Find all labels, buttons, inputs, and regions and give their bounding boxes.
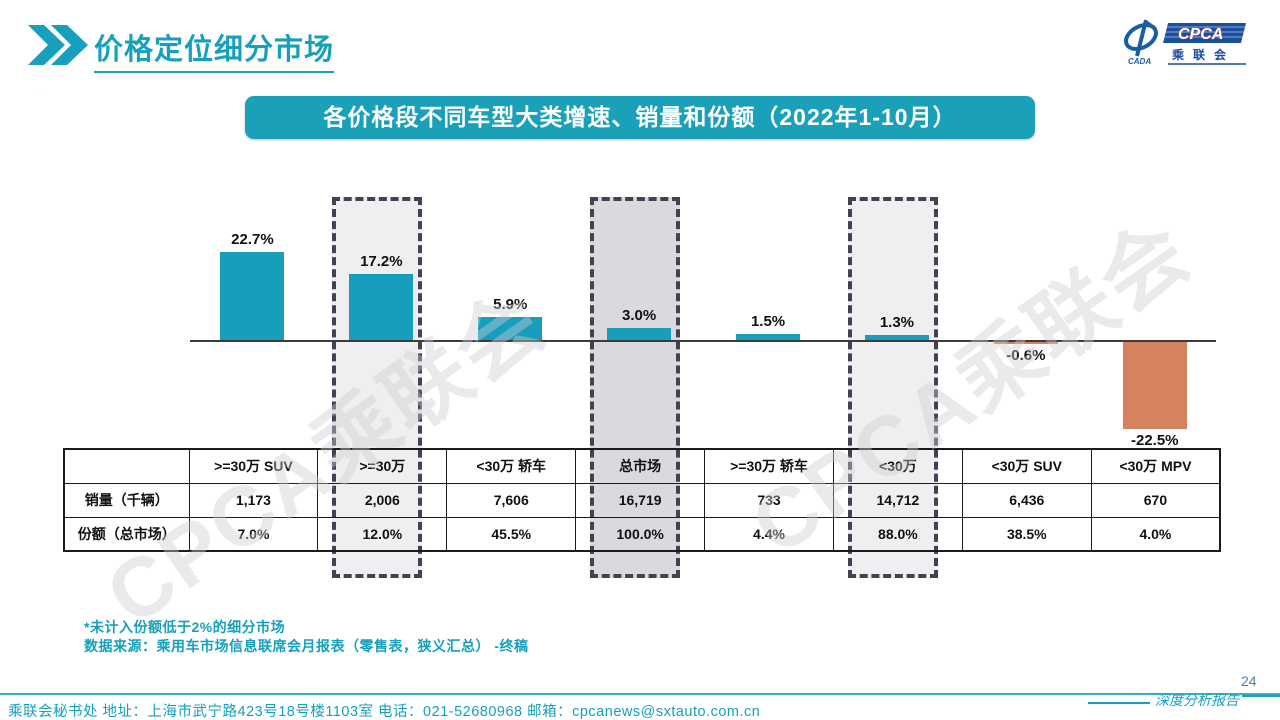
share-cell-6: 38.5% bbox=[961, 516, 1092, 552]
col-header-3: 总市场 bbox=[575, 448, 706, 484]
bar-value-label: 17.2% bbox=[360, 253, 403, 270]
source-note: 数据来源：乘用车市场信息联席会月报表（零售表，狭义汇总） -终稿 bbox=[84, 638, 529, 654]
bar->=30万 bbox=[349, 274, 414, 340]
sales-cell-5: 14,712 bbox=[832, 482, 963, 518]
share-cell-4: 4.4% bbox=[704, 516, 834, 552]
col-header-7: <30万 MPV bbox=[1090, 448, 1221, 484]
row-header-share: 份额（总市场） bbox=[63, 516, 190, 552]
svg-text:CADA: CADA bbox=[1128, 57, 1151, 66]
share-cell-3: 100.0% bbox=[575, 516, 706, 552]
sales-cell-3: 16,719 bbox=[575, 482, 706, 518]
share-cell-5: 88.0% bbox=[832, 516, 963, 552]
row-header-sales: 销量（千辆） bbox=[63, 482, 190, 518]
footer-contact: 乘联会秘书处 地址：上海市武宁路423号18号楼1103室 电话：021-526… bbox=[8, 704, 761, 720]
cpca-logo: CADA CPCA 乘联会 bbox=[1122, 18, 1248, 73]
bar-value-label: 5.9% bbox=[493, 296, 528, 313]
share-cell-1: 12.0% bbox=[317, 516, 448, 552]
bar-<30万 SUV bbox=[993, 342, 1058, 344]
sales-cell-4: 733 bbox=[704, 482, 834, 518]
data-table: >=30万 SUV >=30万 <30万 轿车 总市场 >=30万 轿车 <30万 <30万… bbox=[63, 448, 1222, 552]
bar-value-label: 1.3% bbox=[879, 314, 915, 331]
cpca-swoosh-icon bbox=[1124, 19, 1158, 57]
bar-<30万 MPV bbox=[1122, 342, 1187, 429]
share-cell-7: 4.0% bbox=[1090, 516, 1221, 552]
sales-cell-0: 1,173 bbox=[188, 482, 319, 518]
sales-cell-2: 7,606 bbox=[446, 482, 577, 518]
report-label-line-left bbox=[1088, 702, 1150, 704]
bar->=30万 SUV bbox=[220, 252, 285, 340]
logo-cpca-text: CPCA bbox=[1178, 26, 1223, 43]
col-header-2: <30万 轿车 bbox=[446, 448, 577, 484]
share-cell-2: 45.5% bbox=[446, 516, 577, 552]
chart-zero-axis bbox=[190, 340, 1216, 342]
bar-value-label: 1.5% bbox=[750, 313, 786, 330]
col-header-0: >=30万 SUV bbox=[188, 448, 319, 484]
col-header-5: <30万 bbox=[832, 448, 963, 484]
page-title: 价格定位细分市场 bbox=[94, 26, 335, 73]
footer-rule bbox=[0, 693, 1280, 695]
table-corner-cell bbox=[63, 448, 190, 484]
bar-总市场 bbox=[607, 328, 672, 340]
page-number: 24 bbox=[1241, 673, 1257, 689]
bar-<30万 轿车 bbox=[478, 317, 543, 340]
report-label-line-right bbox=[1242, 695, 1280, 697]
bar-value-label: 22.7% bbox=[231, 231, 274, 248]
sales-cell-1: 2,006 bbox=[317, 482, 448, 518]
share-cell-0: 7.0% bbox=[188, 516, 319, 552]
col-header-4: >=30万 轿车 bbox=[704, 448, 834, 484]
bar-value-label: 3.0% bbox=[622, 307, 657, 324]
sales-cell-7: 670 bbox=[1090, 482, 1221, 518]
watermark-text: CPCA乘联会 bbox=[89, 272, 563, 643]
bar-value-label: -22.5% bbox=[1130, 432, 1179, 449]
chart-title-banner: 各价格段不同车型大类增速、销量和份额（2022年1-10月） bbox=[245, 96, 1035, 139]
col-header-6: <30万 SUV bbox=[961, 448, 1092, 484]
footnote: *未计入份额低于2%的细分市场 bbox=[84, 619, 286, 635]
logo-cn-text: 乘联会 bbox=[1171, 47, 1235, 62]
sales-cell-6: 6,436 bbox=[961, 482, 1092, 518]
report-label: 深度分析报告 bbox=[1155, 693, 1239, 709]
bar-value-label: -0.6% bbox=[1006, 347, 1046, 364]
double-chevron-icon bbox=[28, 25, 88, 65]
col-header-1: >=30万 bbox=[317, 448, 448, 484]
